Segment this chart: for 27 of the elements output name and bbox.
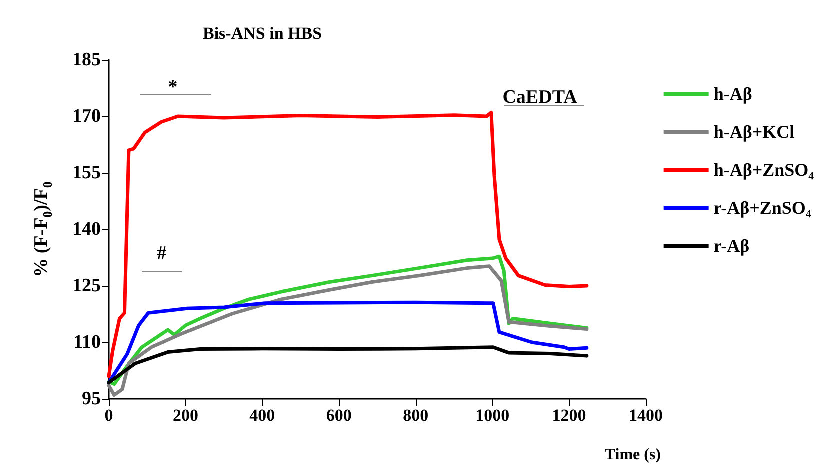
x-tick-label: 800 bbox=[403, 406, 429, 425]
x-tick-label: 400 bbox=[250, 406, 276, 425]
legend-label: h-Aβ bbox=[714, 84, 752, 104]
legend-label: r-Aβ bbox=[714, 236, 750, 256]
y-tick-label: 170 bbox=[72, 106, 101, 127]
annotation: # bbox=[157, 243, 168, 264]
y-tick-label: 140 bbox=[72, 219, 101, 240]
y-tick-label: 95 bbox=[82, 388, 101, 410]
x-tick-label: 1400 bbox=[629, 406, 663, 425]
y-tick-label: 155 bbox=[72, 162, 101, 184]
annotation: * bbox=[168, 77, 178, 98]
x-tick-label: 0 bbox=[104, 406, 114, 425]
x-tick-label: 1000 bbox=[476, 406, 510, 425]
x-tick-label: 1200 bbox=[552, 406, 586, 425]
y-tick-label: 110 bbox=[74, 332, 101, 353]
x-tick-label: 600 bbox=[326, 406, 352, 425]
legend-label: h-Aβ+ZnSO₄ bbox=[714, 160, 815, 180]
legend-label: h-Aβ+KCl bbox=[714, 122, 795, 142]
x-axis-title: Time (s) bbox=[604, 446, 661, 464]
y-tick-label: 125 bbox=[72, 276, 101, 296]
legend-label: r-Aβ+ZnSO₄ bbox=[714, 198, 812, 218]
annotation: CaEDTA bbox=[502, 87, 578, 108]
y-tick-label: 185 bbox=[72, 50, 101, 70]
line-series bbox=[107, 110, 589, 378]
chart-title: Bis-ANS in HBS bbox=[203, 24, 322, 43]
x-tick-label: 200 bbox=[172, 406, 198, 425]
y-axis-title: % (F-F0)/F0 bbox=[31, 182, 55, 278]
